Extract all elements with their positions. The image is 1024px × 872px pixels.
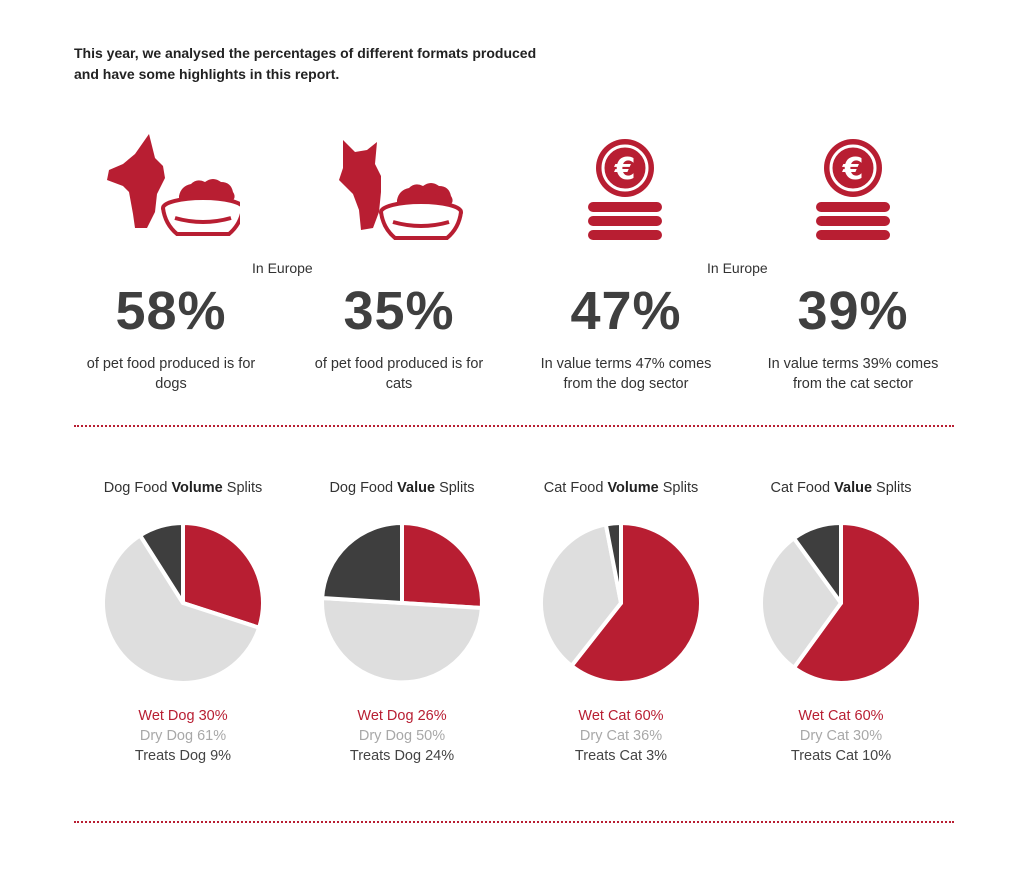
pie-slice-treats	[791, 521, 843, 605]
pie-slice-wet	[569, 521, 704, 685]
pie-title: Dog Food Volume Splits	[103, 480, 263, 496]
pie-slice-dry	[100, 533, 262, 685]
pie-legend: Wet Dog 30% Dry Dog 61% Treats Dog 9%	[73, 706, 293, 766]
stat-value: 47%	[570, 281, 682, 341]
legend-item: Wet Dog 26%	[357, 708, 447, 724]
euro-coin-stack-icon: €	[588, 139, 662, 240]
pie-block-dog-volume: Dog Food Volume Splits Wet Dog 30% Dry D…	[73, 478, 293, 766]
legend-item: Treats Dog 24%	[349, 748, 455, 764]
legend-item: Wet Dog 30%	[138, 708, 228, 724]
cat-bowl-icon	[339, 140, 463, 240]
pie-slice-dry	[320, 595, 484, 685]
pie-chart	[100, 521, 265, 685]
legend-item: Treats Cat 3%	[574, 748, 668, 764]
pie-slice-treats	[603, 521, 623, 605]
stat-cats-volume: 35% of pet food produced is for cats	[289, 280, 509, 394]
pie-title: Cat Food Value Splits	[770, 480, 912, 496]
legend-item: Treats Cat 10%	[790, 748, 892, 764]
pie-legend: Wet Cat 60% Dry Cat 36% Treats Cat 3%	[511, 706, 731, 766]
pie-title: Cat Food Volume Splits	[543, 480, 699, 496]
pie-chart	[759, 521, 924, 685]
dotted-divider	[74, 425, 954, 427]
pie-block-cat-value: Cat Food Value Splits Wet Cat 60% Dry Ca…	[731, 478, 951, 766]
pie-slice-dry	[539, 522, 623, 668]
in-europe-label: In Europe	[252, 260, 313, 276]
dog-bowl-icon	[107, 134, 240, 236]
legend-item: Dry Dog 61%	[139, 728, 227, 744]
pie-block-dog-value: Dog Food Value Splits Wet Dog 26% Dry Do…	[292, 478, 512, 766]
pie-slice-dry	[759, 536, 843, 670]
pie-legend: Wet Cat 60% Dry Cat 30% Treats Cat 10%	[731, 706, 951, 766]
legend-item: Wet Cat 60%	[578, 708, 664, 724]
pie-legend: Wet Dog 26% Dry Dog 50% Treats Dog 24%	[292, 706, 512, 766]
legend-item: Wet Cat 60%	[798, 708, 884, 724]
stat-value: 39%	[797, 281, 909, 341]
legend-item: Dry Cat 36%	[579, 728, 663, 744]
stat-description: of pet food produced is for cats	[314, 356, 484, 392]
pie-slice-treats	[138, 521, 185, 605]
stat-description: In value terms 39% comes from the cat se…	[767, 356, 939, 392]
stat-cats-value: 39% In value terms 39% comes from the ca…	[743, 280, 963, 394]
euro-coin-stack-icon: €	[816, 139, 890, 240]
pie-title: Dog Food Value Splits	[329, 480, 475, 496]
stat-dogs-volume: 58% of pet food produced is for dogs	[61, 280, 281, 394]
svg-text:€: €	[614, 152, 636, 187]
legend-item: Dry Cat 30%	[799, 728, 883, 744]
pie-slice-wet	[791, 521, 924, 685]
pie-block-cat-volume: Cat Food Volume Splits Wet Cat 60% Dry C…	[511, 478, 731, 766]
stat-description: In value terms 47% comes from the dog se…	[540, 356, 712, 392]
pie-chart	[320, 521, 484, 685]
dotted-divider	[74, 821, 954, 823]
pie-slice-treats	[320, 521, 404, 605]
pie-slice-wet	[181, 521, 265, 630]
pie-slice-wet	[400, 521, 484, 611]
intro-text: This year, we analysed the percentages o…	[74, 45, 537, 82]
stat-value: 58%	[115, 281, 227, 341]
stat-value: 35%	[343, 281, 455, 341]
pie-chart	[539, 521, 704, 685]
stat-dogs-value: 47% In value terms 47% comes from the do…	[516, 280, 736, 394]
stat-description: of pet food produced is for dogs	[86, 356, 256, 392]
legend-item: Treats Dog 9%	[134, 748, 232, 764]
legend-item: Dry Dog 50%	[358, 728, 446, 744]
in-europe-label: In Europe	[707, 260, 768, 276]
svg-text:€: €	[842, 152, 864, 187]
